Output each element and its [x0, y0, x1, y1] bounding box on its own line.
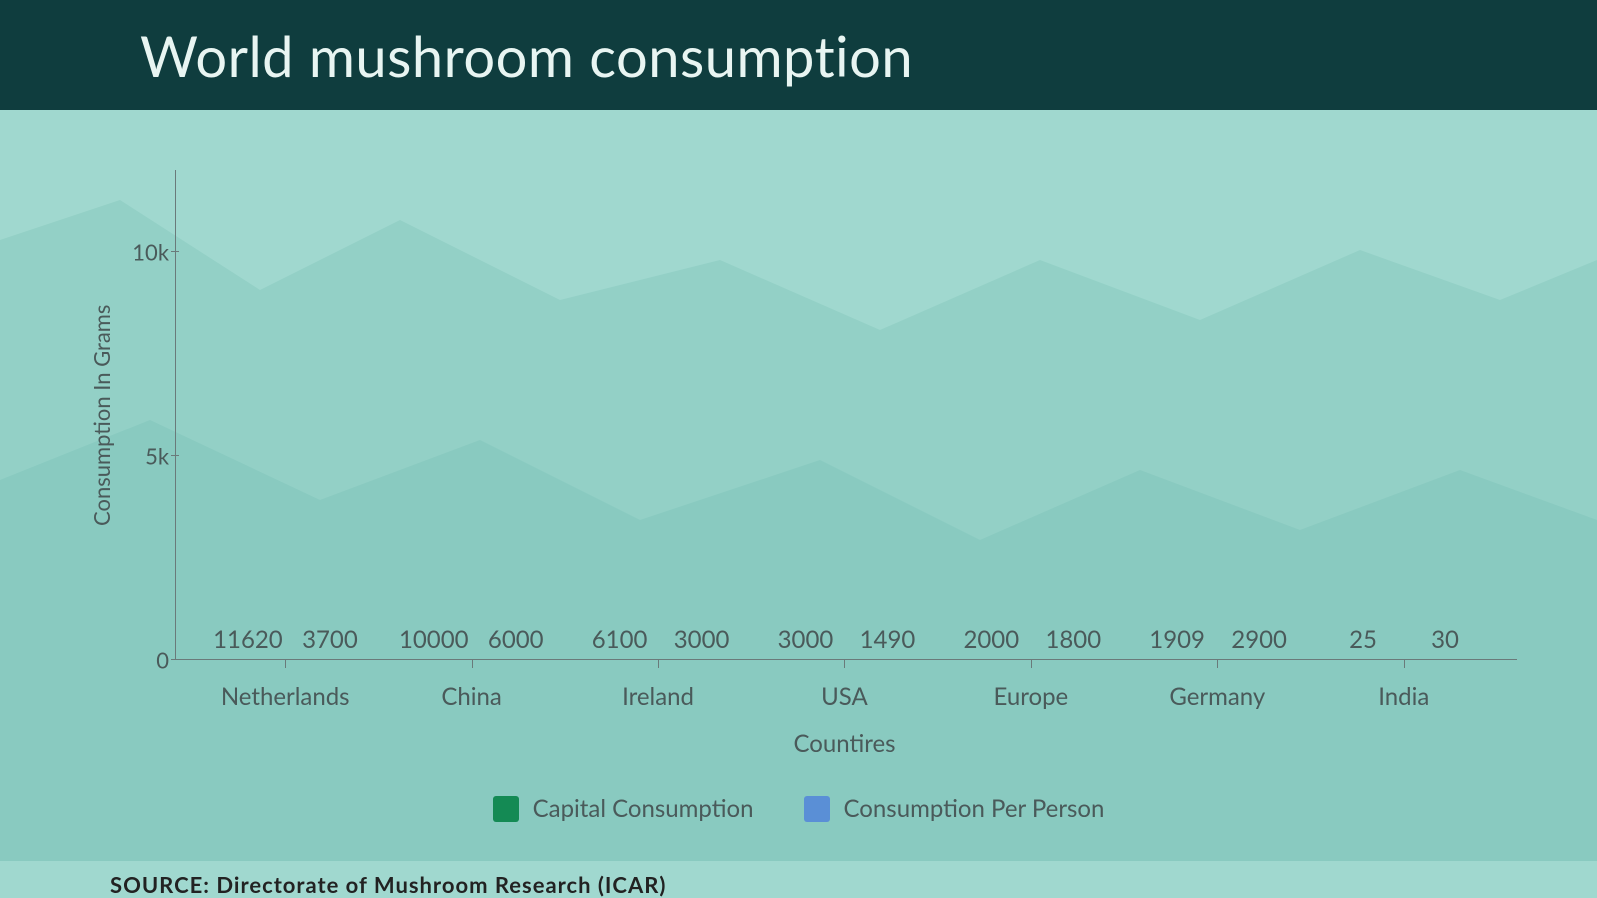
legend-label: Capital Consumption [533, 794, 754, 823]
legend-swatch [493, 796, 519, 822]
bar-value-label: 2900 [1231, 625, 1287, 654]
y-tick-label: 0 [109, 647, 169, 674]
legend-swatch [804, 796, 830, 822]
bar-value-label: 25 [1349, 625, 1377, 654]
x-tick-label: Ireland [573, 660, 743, 711]
bar-value-label: 3000 [778, 625, 834, 654]
legend-item: Capital Consumption [493, 794, 754, 823]
bar-value-label: 3700 [302, 625, 358, 654]
bar-value-label: 3000 [674, 625, 730, 654]
y-tick-label: 10k [109, 238, 169, 265]
x-tick-label: Germany [1132, 660, 1302, 711]
x-tick-label: USA [759, 660, 929, 711]
legend-item: Consumption Per Person [804, 794, 1105, 823]
y-tick-label: 5k [109, 442, 169, 469]
bar-value-label: 10000 [399, 625, 469, 654]
bar-value-label: 2000 [963, 625, 1019, 654]
source-text: SOURCE: Directorate of Mushroom Research… [0, 843, 1597, 898]
page-title: World mushroom consumption [140, 22, 913, 89]
bar-value-label: 6100 [592, 625, 648, 654]
x-tick-label: India [1319, 660, 1489, 711]
plot-area: 11620 3700 10000 6000 6100 3000 3000 1490 2000 18… [175, 170, 1517, 660]
x-tick-label: Netherlands [200, 660, 370, 711]
x-tick-label: China [387, 660, 557, 711]
legend-label: Consumption Per Person [844, 794, 1105, 823]
x-tick-label: Europe [946, 660, 1116, 711]
x-axis-label: Countires [172, 729, 1517, 758]
x-axis-ticks: Netherlands China Ireland USA Europe Germany I… [172, 660, 1517, 711]
bar-value-label: 6000 [488, 625, 544, 654]
bar-value-label: 1490 [860, 625, 916, 654]
bar-value-label: 1909 [1149, 625, 1205, 654]
y-axis-ticks: 05k10k [115, 170, 175, 660]
bar-value-label: 30 [1431, 625, 1459, 654]
header-bar: World mushroom consumption [0, 0, 1597, 110]
bar-value-label: 11620 [213, 625, 283, 654]
bar-value-label: 1800 [1045, 625, 1101, 654]
chart-container: Consumption In Grams 05k10k 116203700100… [0, 110, 1597, 843]
legend: Capital Consumption Consumption Per Perso… [80, 794, 1517, 823]
